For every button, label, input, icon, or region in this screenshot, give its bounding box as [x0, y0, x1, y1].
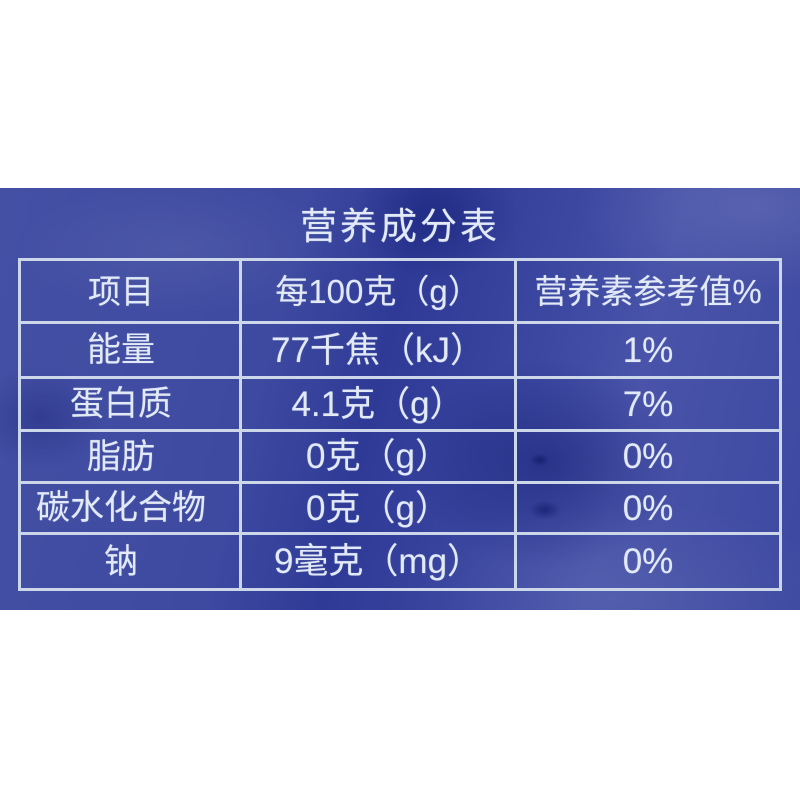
header-item: 项目 — [21, 261, 242, 324]
row-energy-item: 能量 — [21, 324, 242, 379]
row-fat-nrv: 0% — [517, 432, 779, 484]
package-blue-panel: 营养成分表 项目 每100克（g） 营养素参考值% 能量 77千焦（kJ） 1%… — [0, 188, 800, 610]
row-carb-item: 碳水化合物 — [21, 484, 242, 535]
row-fat-amount: 0克（g） — [242, 432, 517, 484]
nutrition-table-title: 营养成分表 — [300, 206, 500, 247]
row-fat-item: 脂肪 — [21, 432, 242, 484]
row-protein-amount: 4.1克（g） — [242, 379, 517, 432]
row-sodium-item: 钠 — [21, 535, 242, 588]
nutrition-table: 项目 每100克（g） 营养素参考值% 能量 77千焦（kJ） 1% 蛋白质 4… — [18, 258, 782, 591]
header-nrv: 营养素参考值% — [517, 261, 779, 324]
row-protein-item: 蛋白质 — [21, 379, 242, 432]
header-per100g: 每100克（g） — [242, 261, 517, 324]
row-carb-nrv: 0% — [517, 484, 779, 535]
row-sodium-amount: 9毫克（mg） — [242, 535, 517, 588]
row-sodium-nrv: 0% — [622, 542, 674, 581]
row-energy-nrv: 1% — [517, 324, 779, 379]
row-carb-amount: 0克（g） — [242, 484, 517, 535]
row-energy-amount: 77千焦（kJ） — [242, 324, 517, 379]
row-protein-nrv: 7% — [517, 379, 779, 432]
